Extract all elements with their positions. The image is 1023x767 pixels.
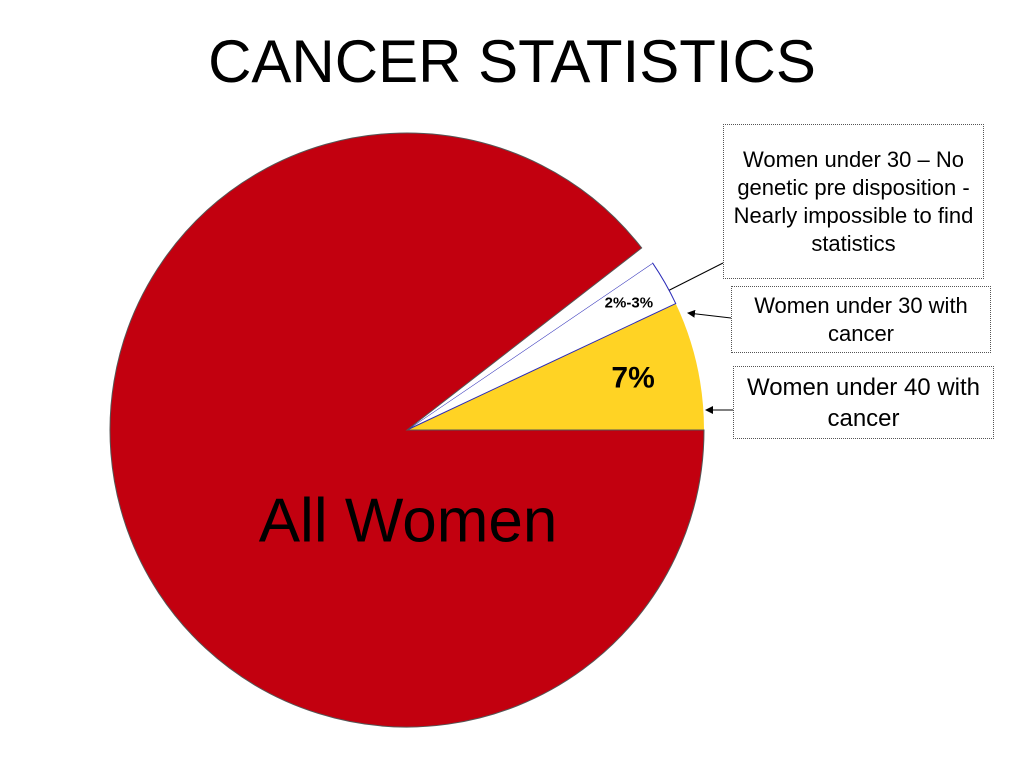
chart-title: CANCER STATISTICS [208,28,816,95]
pie-slice [109,132,705,728]
value-label: 7% [611,361,654,394]
callout-box: Women under 30 with cancer [731,286,991,353]
slice-label: All Women [259,486,558,555]
value-label: 2%-3% [605,294,653,311]
pie-slice [407,303,704,430]
pie-slice [407,247,653,430]
callout-box: Women under 30 – No genetic pre disposit… [723,124,984,279]
callout-arrow [687,309,732,319]
callout-box: Women under 40 with cancer [733,366,994,439]
pie-slice [406,262,677,431]
